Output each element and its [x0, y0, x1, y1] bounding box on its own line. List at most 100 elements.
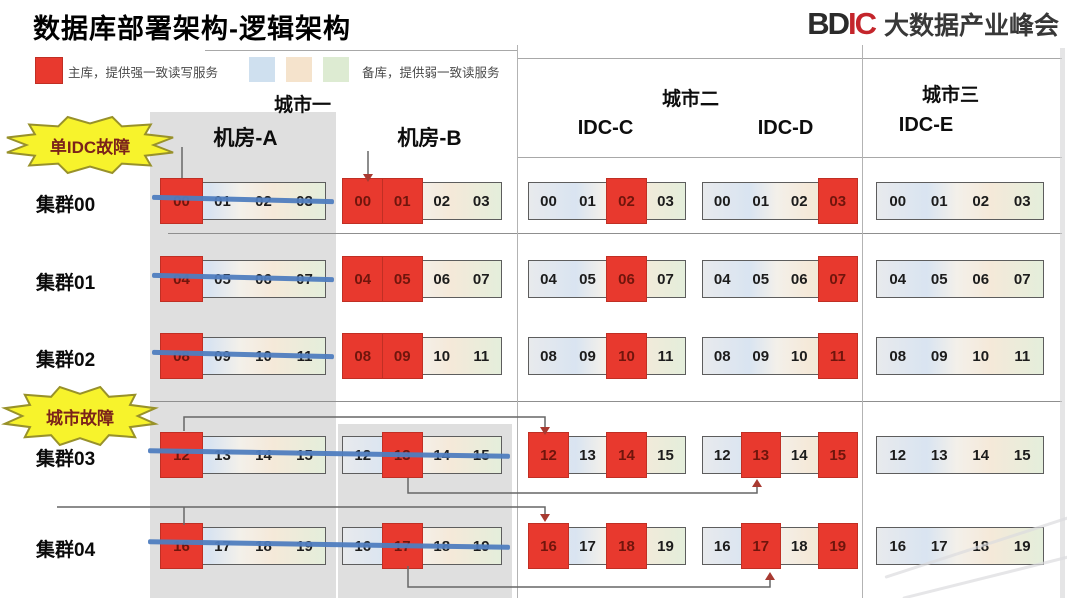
header-city1: 城市一 — [273, 95, 331, 116]
header-city3: 城市三 — [921, 85, 979, 106]
primary-db-cell: 10 — [606, 333, 647, 379]
primary-db-cell: 04 — [160, 256, 203, 302]
standby-db-cell: 03 — [657, 192, 674, 210]
standby-db-cell: 09 — [752, 347, 770, 365]
primary-db-legend-label: 主库，提供强一致读写服务 — [68, 66, 219, 80]
standby-db-cell: 13 — [930, 446, 948, 464]
city2-city3-divider — [862, 45, 863, 598]
standby-db-cell: 06 — [433, 270, 451, 288]
db-group-idc-d: 00 01 02 03 — [702, 178, 858, 224]
standby-db-cell: 04 — [540, 270, 557, 288]
standby-db-cell: 03 — [1013, 192, 1031, 210]
standby-db-cell: 04 — [713, 270, 731, 288]
db-group-idc-d: 08 09 10 11 — [702, 333, 858, 379]
standby-db-cell: 18 — [790, 537, 808, 555]
standby-db-cell: 09 — [930, 347, 948, 365]
db-group-idc-c: 00 01 02 03 — [528, 178, 686, 224]
primary-db-cell: 15 — [817, 432, 858, 478]
standby-db-cell: 05 — [752, 270, 770, 288]
standby-db-cell: 10 — [790, 347, 808, 365]
db-group-idc-c: 04 05 06 07 — [528, 256, 686, 302]
arrowhead-idc-d-13 — [752, 479, 762, 487]
arrowhead-idc-d-17 — [765, 572, 775, 580]
db-group-idc-e: 00 01 02 03 — [876, 182, 1044, 220]
standby-db-cell: 01 — [752, 192, 770, 210]
standby-db-cell: 11 — [1014, 347, 1031, 365]
standby-swatch-blue — [249, 57, 275, 82]
standby-db-cell: 16 — [889, 537, 907, 555]
standby-db-cell: 12 — [889, 446, 907, 464]
db-group-idc-e: 12 13 14 15 — [876, 436, 1044, 474]
header-room-b: 机房-B — [397, 127, 462, 150]
standby-db-cell: 17 — [930, 537, 948, 555]
idc-header-separator — [517, 157, 1062, 158]
bdic-logo-icon: BDIC — [807, 6, 877, 41]
db-group-idc-d: 16 17 18 19 — [702, 523, 858, 569]
standby-db-cell: 06 — [790, 270, 808, 288]
standby-db-cell: 01 — [579, 192, 596, 210]
header-idc-c: IDC-C — [577, 117, 634, 139]
standby-db-cell: 09 — [579, 347, 596, 365]
primary-db-cell: 12 — [160, 432, 203, 478]
standby-db-cell: 11 — [473, 347, 490, 365]
standby-db-cell: 07 — [472, 270, 490, 288]
primary-db-cell: 02 — [606, 178, 647, 224]
standby-db-cell: 01 — [930, 192, 948, 210]
header-city2: 城市二 — [661, 89, 719, 110]
standby-db-cell: 14 — [790, 446, 808, 464]
db-group-idc-e: 08 09 10 11 — [876, 337, 1044, 375]
standby-db-cell: 13 — [214, 446, 231, 464]
primary-db-cell: 16 — [528, 523, 569, 569]
standby-db-cell: 16 — [713, 537, 731, 555]
standby-db-cell: 00 — [540, 192, 557, 210]
standby-db-cell: 17 — [214, 537, 231, 555]
cluster-label: 集群01 — [36, 273, 96, 294]
standby-db-cell: 08 — [889, 347, 907, 365]
standby-db-cell: 00 — [889, 192, 907, 210]
standby-db-cell: 15 — [1013, 446, 1031, 464]
right-edge-strip — [1060, 48, 1065, 598]
cluster-label: 集群04 — [36, 540, 96, 561]
standby-db-cell: 05 — [579, 270, 596, 288]
standby-db-cell: 06 — [972, 270, 990, 288]
standby-db-cell: 19 — [657, 537, 674, 555]
primary-db-cell: 16 — [160, 523, 203, 569]
standby-db-cell: 17 — [579, 537, 596, 555]
header-room-a: 机房-A — [213, 127, 278, 150]
standby-db-cell: 19 — [1013, 537, 1031, 555]
db-group-idc-d: 12 13 14 15 — [702, 432, 858, 478]
standby-db-cell: 15 — [657, 446, 674, 464]
conference-logo: BDIC 大数据产业峰会 — [807, 6, 1059, 42]
conference-name: 大数据产业峰会 — [883, 12, 1059, 40]
standby-db-cell: 04 — [889, 270, 907, 288]
standby-db-cell: 10 — [972, 347, 990, 365]
primary-db-cell: 12 — [528, 432, 569, 478]
standby-db-cell: 13 — [579, 446, 596, 464]
db-group-idc-d: 04 05 06 07 — [702, 256, 858, 302]
standby-db-cell: 14 — [972, 446, 990, 464]
arrowhead-idc-c-16 — [540, 514, 550, 522]
header-idc-d: IDC-D — [757, 117, 814, 139]
callout-single-idc-failure: 单IDC故障 — [2, 114, 178, 176]
standby-swatch-orange — [286, 57, 312, 82]
row2-separator — [150, 401, 1062, 402]
primary-db-cell: 08 — [342, 333, 384, 379]
primary-db-cell: 08 — [160, 333, 203, 379]
primary-db-cell: 13 — [740, 432, 781, 478]
primary-db-cell: 04 — [342, 256, 384, 302]
standby-db-cell: 10 — [433, 347, 451, 365]
standby-db-cell: 03 — [472, 192, 490, 210]
cluster-label: 集群03 — [36, 449, 96, 470]
primary-db-cell: 00 — [342, 178, 384, 224]
page-title: 数据库部署架构-逻辑架构 — [33, 14, 351, 44]
db-group-room-b: 00 01 02 03 — [342, 178, 502, 224]
primary-db-cell: 06 — [606, 256, 647, 302]
standby-db-legend-label: 备库，提供弱一致读服务 — [362, 66, 500, 80]
standby-db-cell: 02 — [433, 192, 451, 210]
burst-shape-icon — [6, 115, 174, 175]
cluster-label: 集群00 — [36, 195, 96, 216]
